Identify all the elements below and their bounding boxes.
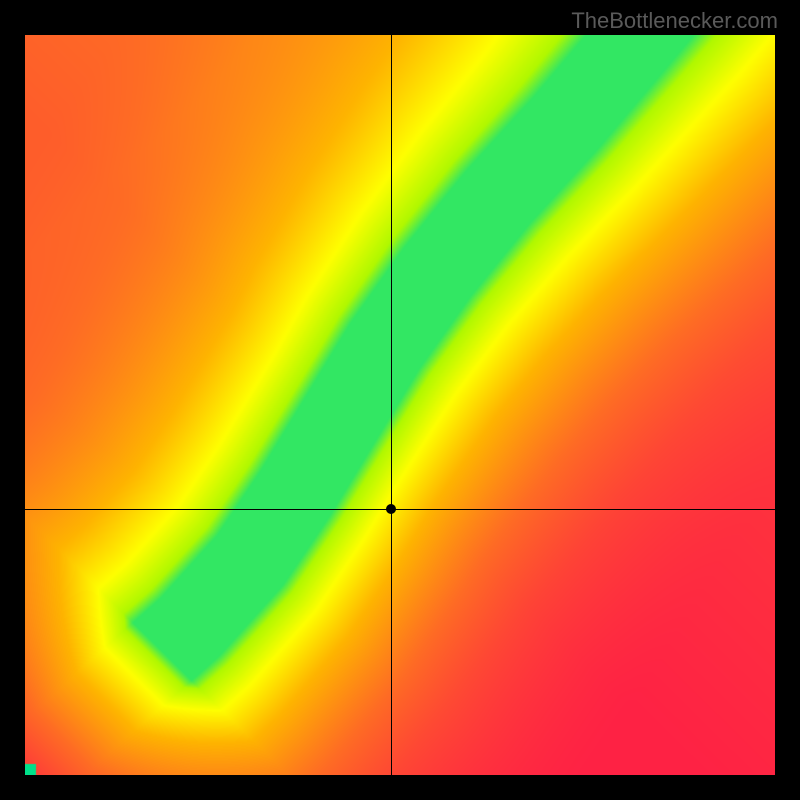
plot-area <box>25 35 775 775</box>
watermark-text: TheBottlenecker.com <box>571 8 778 34</box>
crosshair-vertical <box>391 35 392 775</box>
crosshair-horizontal <box>25 509 775 510</box>
chart-container: TheBottlenecker.com <box>0 0 800 800</box>
heatmap-canvas <box>25 35 775 775</box>
crosshair-marker <box>386 504 396 514</box>
